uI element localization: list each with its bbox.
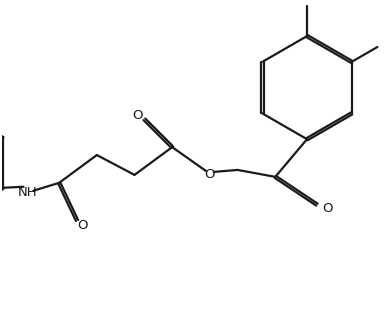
Text: O: O — [205, 168, 215, 181]
Text: O: O — [132, 109, 143, 122]
Text: O: O — [322, 202, 332, 215]
Text: NH: NH — [18, 186, 37, 199]
Text: O: O — [78, 219, 88, 232]
